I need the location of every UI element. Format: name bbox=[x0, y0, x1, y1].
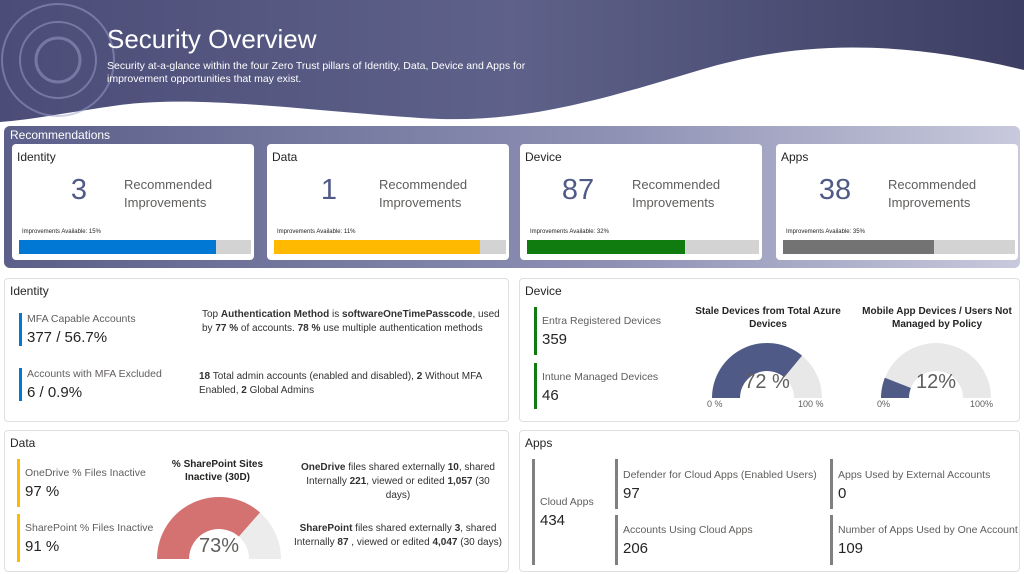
rec-card-data[interactable]: Data 1 Recommended Improvements Improvem… bbox=[267, 144, 509, 260]
sharepoint-inactive-value: 91 % bbox=[25, 538, 60, 555]
sharepoint-sites-gauge-value: 73% bbox=[198, 535, 240, 557]
recommendations-panel: Recommendations Identity 3 Recommended I… bbox=[4, 126, 1020, 268]
rec-card-count: 3 bbox=[70, 174, 88, 206]
apps-panel: Apps Cloud Apps 434 Defender for Cloud A… bbox=[519, 430, 1020, 572]
mfa-capable-metric: MFA Capable Accounts 377 / 56.7% bbox=[19, 313, 136, 346]
data-panel: Data OneDrive % Files Inactive 97 % Shar… bbox=[4, 430, 509, 572]
external-apps-value: 0 bbox=[838, 485, 847, 502]
rec-progress-bar bbox=[19, 240, 251, 254]
rec-card-device[interactable]: Device 87 Recommended Improvements Impro… bbox=[520, 144, 762, 260]
mfa-capable-value: 377 / 56.7% bbox=[27, 329, 108, 346]
cloud-apps-value: 434 bbox=[540, 512, 566, 529]
mfa-capable-label: MFA Capable Accounts bbox=[27, 313, 136, 325]
rec-progress-bar bbox=[527, 240, 759, 254]
defender-users-value: 97 bbox=[623, 485, 640, 502]
external-apps-metric: Apps Used by External Accounts 0 bbox=[830, 459, 990, 509]
auth-method-note: Top Authentication Method is softwareOne… bbox=[202, 309, 500, 334]
sharepoint-inactive-metric: SharePoint % Files Inactive 91 % bbox=[17, 514, 153, 562]
accounts-using-apps-label: Accounts Using Cloud Apps bbox=[623, 524, 753, 536]
cloud-apps-label: Cloud Apps bbox=[540, 496, 594, 508]
identity-panel: Identity MFA Capable Accounts 377 / 56.7… bbox=[4, 278, 509, 422]
admin-accounts-note: 18 Total admin accounts (enabled and dis… bbox=[199, 371, 482, 396]
unmanaged-devices-gauge-title: Mobile App Devices / Users Not Managed b… bbox=[862, 306, 1012, 330]
rec-card-count: 38 bbox=[818, 174, 852, 206]
rec-card-improvements: Improvements Available: 32% bbox=[530, 229, 609, 235]
recommendations-title: Recommendations bbox=[10, 128, 111, 142]
gauge-track bbox=[881, 343, 991, 398]
entra-devices-value: 359 bbox=[542, 331, 568, 348]
gauge-fill bbox=[881, 377, 911, 398]
gauge-min-label: 0 % bbox=[707, 399, 723, 409]
page-subtitle: Security at-a-glance within the four Zer… bbox=[107, 60, 526, 85]
sharepoint-sites-gauge-title: % SharePoint Sites Inactive (30D) bbox=[171, 459, 264, 483]
single-account-apps-label: Number of Apps Used by One Account bbox=[838, 524, 1018, 536]
rec-card-label: Recommended Improvements bbox=[632, 177, 721, 210]
rec-card-identity[interactable]: Identity 3 Recommended Improvements Impr… bbox=[12, 144, 254, 260]
sharepoint-sharing-note: SharePoint files shared externally 3, sh… bbox=[294, 523, 502, 548]
gauge-fill bbox=[712, 342, 803, 398]
stale-devices-gauge bbox=[712, 342, 822, 398]
single-account-apps-metric: Number of Apps Used by One Account 109 bbox=[830, 515, 1018, 565]
rec-card-name: Identity bbox=[17, 150, 56, 164]
mfa-excluded-value: 6 / 0.9% bbox=[27, 384, 83, 401]
rec-card-label: Recommended Improvements bbox=[379, 177, 468, 210]
entra-devices-label: Entra Registered Devices bbox=[542, 315, 662, 327]
accounts-using-apps-value: 206 bbox=[623, 540, 649, 557]
rec-card-improvements: Improvements Available: 15% bbox=[22, 229, 101, 235]
rec-progress-fill bbox=[19, 240, 217, 254]
rec-progress-bar bbox=[783, 240, 1015, 254]
identity-title: Identity bbox=[10, 284, 49, 298]
single-account-apps-value: 109 bbox=[838, 540, 864, 557]
external-apps-label: Apps Used by External Accounts bbox=[838, 469, 991, 481]
onedrive-inactive-value: 97 % bbox=[25, 483, 60, 500]
rec-progress-bar bbox=[274, 240, 506, 254]
gauge-min-label: 0% bbox=[877, 399, 891, 409]
cloud-apps-metric: Cloud Apps 434 bbox=[532, 459, 594, 565]
rec-card-apps[interactable]: Apps 38 Recommended Improvements Improve… bbox=[776, 144, 1018, 260]
intune-devices-metric: Intune Managed Devices 46 bbox=[534, 363, 658, 409]
sharepoint-sites-gauge bbox=[157, 496, 281, 559]
device-panel: Device Entra Registered Devices 359 Intu… bbox=[519, 278, 1020, 422]
header-background bbox=[0, 0, 1024, 122]
rec-card-count: 87 bbox=[561, 174, 595, 206]
moon-logo-icon bbox=[1, 3, 115, 117]
mfa-excluded-label: Accounts with MFA Excluded bbox=[27, 368, 162, 380]
gauge-fill bbox=[157, 496, 260, 559]
rec-progress-fill bbox=[274, 240, 481, 254]
rec-card-name: Apps bbox=[781, 150, 809, 164]
rec-progress-fill bbox=[527, 240, 685, 254]
accounts-using-apps-metric: Accounts Using Cloud Apps 206 bbox=[615, 515, 753, 565]
stale-devices-gauge-value: 72 % bbox=[744, 371, 790, 393]
header-banner: Security Overview Security at-a-glance w… bbox=[0, 0, 1024, 130]
gauge-max-label: 100% bbox=[970, 399, 994, 409]
onedrive-inactive-metric: OneDrive % Files Inactive 97 % bbox=[17, 459, 146, 507]
defender-users-metric: Defender for Cloud Apps (Enabled Users) … bbox=[615, 459, 817, 509]
entra-devices-metric: Entra Registered Devices 359 bbox=[534, 307, 661, 355]
gauge-max-label: 100 % bbox=[798, 399, 824, 409]
onedrive-sharing-note: OneDrive files shared externally 10, sha… bbox=[300, 462, 495, 501]
rec-card-count: 1 bbox=[320, 174, 338, 206]
rec-card-improvements: Improvements Available: 11% bbox=[277, 229, 356, 235]
rec-card-improvements: Improvements Available: 35% bbox=[786, 229, 865, 235]
sharepoint-inactive-label: SharePoint % Files Inactive bbox=[25, 522, 154, 534]
intune-devices-label: Intune Managed Devices bbox=[542, 371, 659, 383]
data-title: Data bbox=[10, 436, 36, 450]
intune-devices-value: 46 bbox=[542, 387, 559, 404]
device-title: Device bbox=[525, 284, 562, 298]
onedrive-inactive-label: OneDrive % Files Inactive bbox=[25, 467, 146, 479]
mfa-excluded-metric: Accounts with MFA Excluded 6 / 0.9% bbox=[19, 368, 162, 401]
unmanaged-devices-gauge-value: 12% bbox=[915, 371, 957, 393]
defender-users-label: Defender for Cloud Apps (Enabled Users) bbox=[623, 469, 817, 481]
rec-card-label: Recommended Improvements bbox=[124, 177, 213, 210]
rec-card-label: Recommended Improvements bbox=[888, 177, 977, 210]
stale-devices-gauge-title: Stale Devices from Total Azure Devices bbox=[695, 306, 841, 330]
rec-card-name: Device bbox=[525, 150, 562, 164]
rec-progress-fill bbox=[783, 240, 934, 254]
unmanaged-devices-gauge bbox=[881, 343, 991, 398]
apps-title: Apps bbox=[525, 436, 553, 450]
page-title: Security Overview bbox=[107, 24, 317, 54]
rec-card-name: Data bbox=[272, 150, 298, 164]
